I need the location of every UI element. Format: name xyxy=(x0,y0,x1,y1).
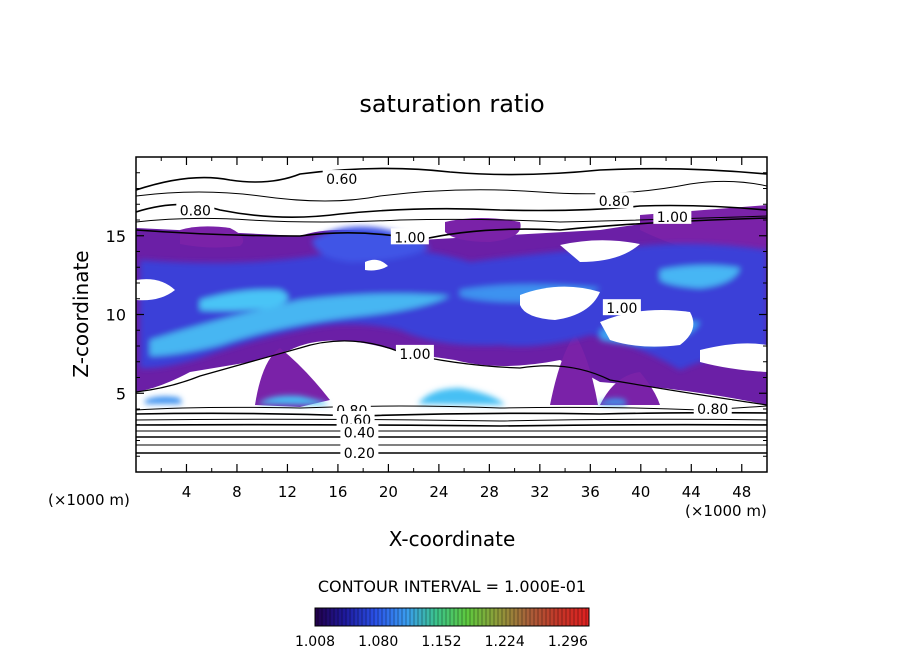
contour-label: 0.80 xyxy=(599,194,630,210)
colorbar-tick-label: 1.080 xyxy=(358,634,398,650)
contour-label: 0.60 xyxy=(326,172,357,188)
x-axis-ticks: 4 8 12 16 20 24 28 32 36 40 44 48 xyxy=(160,157,751,501)
contour-label-bg xyxy=(602,299,641,316)
contour-0.60-bottom xyxy=(136,423,767,427)
hole-1 xyxy=(520,286,600,320)
bottom-lens-left xyxy=(258,395,330,405)
contour-0.70-bottom xyxy=(136,418,767,422)
contour-0.20-bottom xyxy=(136,451,767,454)
bottom-lens-center xyxy=(418,388,505,405)
contour-label-bg xyxy=(395,344,434,361)
contour-0.50-bottom xyxy=(136,430,767,432)
contour-label: 1.00 xyxy=(399,347,430,363)
y-axis-ticks: 5 10 15 xyxy=(106,172,767,457)
contour-label: 1.00 xyxy=(394,230,425,246)
y-axis-unit: (×1000 m) xyxy=(48,491,130,509)
y-tick-label: 15 xyxy=(106,227,126,246)
contour-label-bg xyxy=(322,170,361,187)
contour-0.60-top xyxy=(136,167,767,191)
contour-label: 0.80 xyxy=(697,402,728,418)
contour-label-bg xyxy=(176,201,215,218)
contour-interval-text: CONTOUR INTERVAL = 1.000E-01 xyxy=(318,577,586,596)
x-tick-label: 16 xyxy=(328,483,347,501)
hole-5 xyxy=(365,259,388,271)
x-tick-label: 32 xyxy=(530,483,549,501)
hole-3 xyxy=(560,240,640,262)
contour-label-bg xyxy=(340,444,379,461)
x-tick-label: 40 xyxy=(631,483,650,501)
contour-label-bg xyxy=(336,411,375,428)
contour-0.40-bottom xyxy=(136,435,767,438)
contour-label-bg xyxy=(390,228,429,245)
plot-area: 0.600.800.801.001.001.001.000.800.800.60… xyxy=(136,157,767,472)
contour-label: 1.00 xyxy=(606,301,637,317)
colorbar-tick-label: 1.152 xyxy=(421,634,461,650)
colorbar-tick-label: 1.008 xyxy=(295,634,335,650)
bottom-lens-right xyxy=(598,398,627,405)
purple-plume-mid xyxy=(550,334,598,405)
purple-plume-left xyxy=(255,348,330,407)
contour-lines xyxy=(136,167,767,454)
hole-2 xyxy=(600,309,694,347)
x-tick-label: 28 xyxy=(480,483,499,501)
y-tick-label: 5 xyxy=(116,384,126,403)
colorbar-labels: 1.008 1.080 1.152 1.224 1.296 xyxy=(295,634,588,650)
colorbar-tick-label: 1.224 xyxy=(485,634,525,650)
colorbar-stripes xyxy=(317,608,587,626)
y-axis-label: Z-coordinate xyxy=(69,250,93,377)
colorbar: 1.008 1.080 1.152 1.224 1.296 xyxy=(295,607,590,650)
x-tick-label: 4 xyxy=(182,483,192,501)
contour-0.30-bottom xyxy=(136,444,767,446)
contour-0.90-top xyxy=(136,215,767,223)
chart-title: saturation ratio xyxy=(359,90,544,118)
contour-label-bg xyxy=(595,192,634,209)
x-tick-label: 44 xyxy=(682,483,701,501)
contour-0.70-top xyxy=(136,180,767,202)
contour-label: 0.20 xyxy=(344,446,375,462)
x-axis-label: X-coordinate xyxy=(389,527,516,551)
y-tick-label: 10 xyxy=(106,306,126,325)
contour-label-bg xyxy=(340,423,379,440)
x-tick-label: 12 xyxy=(278,483,297,501)
subsaturated-holes xyxy=(136,240,767,372)
contour-labels: 0.600.800.801.001.001.001.000.800.800.60… xyxy=(176,170,732,462)
bottom-lens-small xyxy=(145,396,182,404)
bright-streak-5 xyxy=(660,265,740,288)
x-tick-label: 48 xyxy=(732,483,751,501)
contour-0.80-top xyxy=(136,203,767,218)
bright-streak-2 xyxy=(200,289,288,311)
colorbar-frame xyxy=(314,607,590,627)
x-tick-label: 20 xyxy=(379,483,398,501)
x-tick-label: 24 xyxy=(429,483,448,501)
hole-6 xyxy=(700,343,767,372)
x-tick-label: 8 xyxy=(232,483,242,501)
x-axis-unit: (×1000 m) xyxy=(685,502,767,520)
colorbar-tick-label: 1.296 xyxy=(548,634,588,650)
contour-label: 0.40 xyxy=(344,426,375,442)
contour-label-bg xyxy=(693,400,732,416)
contour-0.80-bottom xyxy=(136,411,767,417)
contour-label: 0.80 xyxy=(180,204,211,220)
x-tick-label: 36 xyxy=(581,483,600,501)
bright-streak-1 xyxy=(150,293,450,356)
upper-left-patch xyxy=(180,226,244,248)
hole-4 xyxy=(136,279,175,301)
contour-label-bg xyxy=(653,207,692,224)
contour-label: 1.00 xyxy=(657,210,688,226)
colorbar-fill xyxy=(315,608,589,626)
purple-plume-right xyxy=(600,372,660,405)
